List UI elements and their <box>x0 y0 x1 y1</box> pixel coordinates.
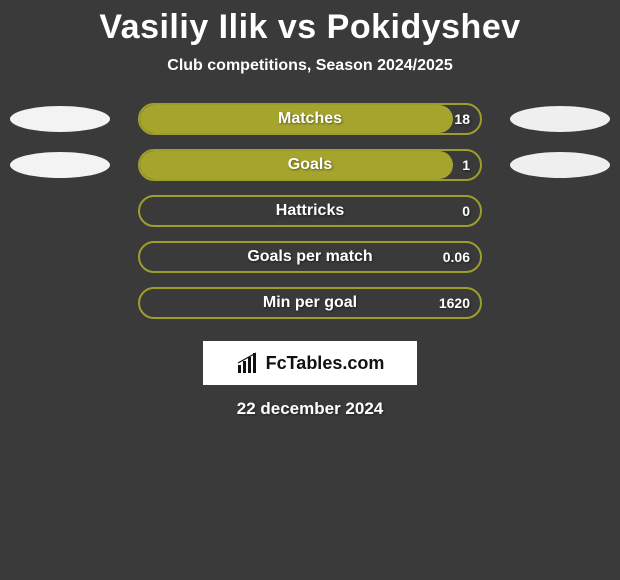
stat-label: Hattricks <box>276 202 344 220</box>
root: Vasiliy Ilik vs Pokidyshev Club competit… <box>0 0 620 419</box>
stat-label: Goals <box>288 156 332 174</box>
stat-track: Matches 18 <box>138 103 482 135</box>
stat-track: Hattricks 0 <box>138 195 482 227</box>
title-player1: Vasiliy Ilik <box>99 8 268 46</box>
logo-text: FcTables.com <box>266 353 385 374</box>
stat-label: Min per goal <box>263 294 357 312</box>
stat-value: 1 <box>462 157 470 173</box>
title-player2: Pokidyshev <box>327 8 521 46</box>
bar-chart-icon <box>236 351 260 375</box>
stat-rows: Matches 18 Goals 1 Hattricks 0 Goals per match… <box>0 103 620 319</box>
title-vs: vs <box>278 8 317 46</box>
stat-track: Goals per match 0.06 <box>138 241 482 273</box>
pill-left <box>10 152 110 178</box>
stat-label: Matches <box>278 110 342 128</box>
stat-row: Goals per match 0.06 <box>0 241 620 273</box>
stat-row: Goals 1 <box>0 149 620 181</box>
stat-value: 0 <box>462 203 470 219</box>
subtitle: Club competitions, Season 2024/2025 <box>0 57 620 75</box>
stat-track: Goals 1 <box>138 149 482 181</box>
stat-track: Min per goal 1620 <box>138 287 482 319</box>
pill-right <box>510 106 610 132</box>
stat-value: 18 <box>454 111 470 127</box>
stat-row: Min per goal 1620 <box>0 287 620 319</box>
page-title: Vasiliy Ilik vs Pokidyshev <box>0 8 620 47</box>
stat-row: Matches 18 <box>0 103 620 135</box>
date-label: 22 december 2024 <box>0 399 620 419</box>
stat-value: 0.06 <box>443 249 470 265</box>
stat-label: Goals per match <box>247 248 372 266</box>
pill-left <box>10 106 110 132</box>
pill-right <box>510 152 610 178</box>
logo-box: FcTables.com <box>203 341 417 385</box>
stat-row: Hattricks 0 <box>0 195 620 227</box>
stat-value: 1620 <box>439 295 470 311</box>
